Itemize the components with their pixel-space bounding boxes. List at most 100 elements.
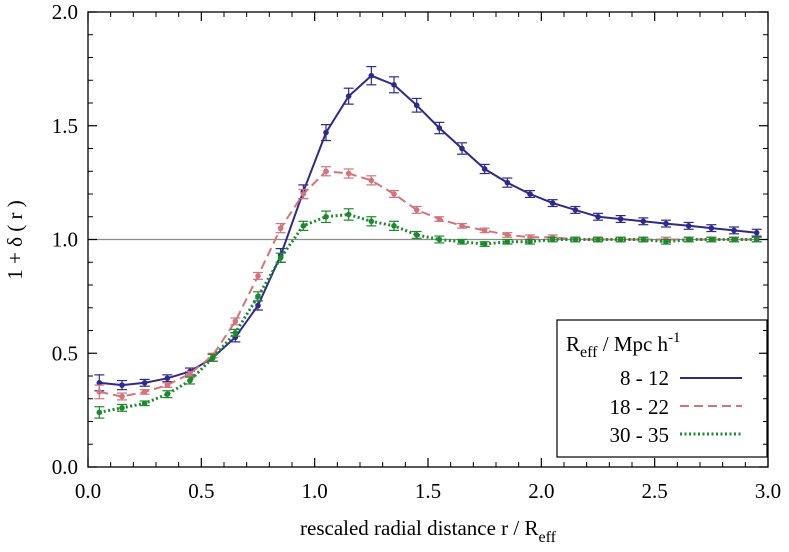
y-tick-label: 0.0 xyxy=(52,455,78,479)
data-point xyxy=(345,211,352,218)
data-point xyxy=(209,355,216,361)
legend-box xyxy=(556,319,768,458)
data-point xyxy=(255,293,261,300)
x-tick-label: 3.0 xyxy=(755,479,781,503)
data-point xyxy=(391,191,397,197)
data-point xyxy=(277,225,284,231)
y-tick-label: 1.5 xyxy=(52,114,78,138)
data-point xyxy=(96,389,103,395)
data-point xyxy=(300,223,307,229)
data-point xyxy=(436,125,443,131)
data-point xyxy=(368,177,375,184)
data-point xyxy=(663,220,669,227)
series-line-3 xyxy=(99,213,757,414)
data-point xyxy=(323,213,329,220)
data-point xyxy=(731,227,737,234)
x-axis-title-sub: eff xyxy=(539,529,557,546)
data-point xyxy=(640,218,647,225)
data-point xyxy=(436,236,443,243)
data-point xyxy=(164,391,171,398)
data-point xyxy=(368,218,375,225)
data-point xyxy=(595,236,601,243)
series-line-1 xyxy=(99,74,757,387)
data-point xyxy=(436,216,443,222)
data-point xyxy=(753,236,760,243)
data-point xyxy=(685,236,692,243)
data-point xyxy=(663,238,669,245)
data-point xyxy=(345,170,352,177)
y-axis-title: 1 + δ ( r ) xyxy=(3,200,27,279)
data-point xyxy=(527,238,533,245)
legend-title: Reff / Mpc h-1 xyxy=(566,330,681,361)
data-point xyxy=(617,216,624,222)
data-point xyxy=(640,236,647,243)
data-point xyxy=(119,382,125,388)
legend: Reff / Mpc h-1 8 - 12 18 - 22 30 - 35 xyxy=(556,319,768,458)
data-point xyxy=(572,207,579,213)
data-point xyxy=(391,82,397,88)
legend-label-series-2: 18 - 22 xyxy=(610,395,670,419)
data-point xyxy=(481,227,488,234)
x-tick-label: 1.5 xyxy=(415,479,441,503)
data-point xyxy=(459,238,465,245)
data-point xyxy=(708,225,715,231)
data-point xyxy=(96,380,103,386)
x-tick-label: 0.5 xyxy=(188,479,214,503)
data-point xyxy=(731,236,737,243)
data-point xyxy=(323,129,329,136)
data-point xyxy=(617,236,624,243)
data-point xyxy=(504,238,511,245)
data-point xyxy=(232,318,239,325)
data-point xyxy=(255,302,261,309)
data-point xyxy=(753,229,760,236)
legend-title-sub: eff xyxy=(580,344,598,361)
data-point xyxy=(300,191,307,197)
data-point xyxy=(413,102,420,109)
axes-layer: 0.0 0.5 1.0 1.5 2.0 2.5 3.0 0.0 0.5 1.0 1.5 2.0 xyxy=(52,0,781,503)
y-tick-label: 0.5 xyxy=(52,341,78,365)
y-tick-label: 1.0 xyxy=(52,228,78,252)
data-point xyxy=(595,213,601,220)
x-tick-label: 2.0 xyxy=(528,479,554,503)
data-point xyxy=(413,207,420,213)
x-tick-label: 0.0 xyxy=(75,479,101,503)
data-point xyxy=(141,389,148,395)
data-point xyxy=(232,329,239,336)
data-point xyxy=(141,380,148,386)
x-tick-label: 1.0 xyxy=(302,479,328,503)
data-point xyxy=(119,405,125,411)
data-point xyxy=(96,409,103,416)
legend-label-series-1: 8 - 12 xyxy=(620,366,669,390)
data-point xyxy=(277,254,284,261)
data-point xyxy=(255,273,261,279)
legend-title-sup: -1 xyxy=(668,330,681,346)
data-point xyxy=(345,93,352,99)
data-point xyxy=(164,382,171,388)
data-point xyxy=(685,223,692,229)
x-tick-label: 2.5 xyxy=(642,479,668,503)
data-point xyxy=(459,223,465,229)
data-point xyxy=(527,234,533,241)
data-point xyxy=(413,232,420,238)
data-point xyxy=(459,145,465,152)
data-point xyxy=(708,236,715,243)
y-tick-label: 2.0 xyxy=(52,0,78,24)
x-axis-title: rescaled radial distance r / Reff xyxy=(300,516,557,546)
data-point xyxy=(481,241,488,247)
data-point xyxy=(323,168,329,175)
legend-title-rest: / Mpc h xyxy=(597,332,668,356)
data-point xyxy=(572,236,579,243)
data-point xyxy=(164,375,171,382)
series-3 xyxy=(94,208,762,419)
data-point xyxy=(141,400,148,407)
data-point xyxy=(527,191,533,197)
legend-label-series-3: 30 - 35 xyxy=(610,423,670,447)
data-point xyxy=(549,200,556,206)
data-point xyxy=(549,236,556,243)
data-point xyxy=(481,166,488,172)
data-point xyxy=(391,223,397,229)
data-point xyxy=(187,370,193,377)
data-point xyxy=(119,393,125,400)
series-layer xyxy=(94,65,762,419)
